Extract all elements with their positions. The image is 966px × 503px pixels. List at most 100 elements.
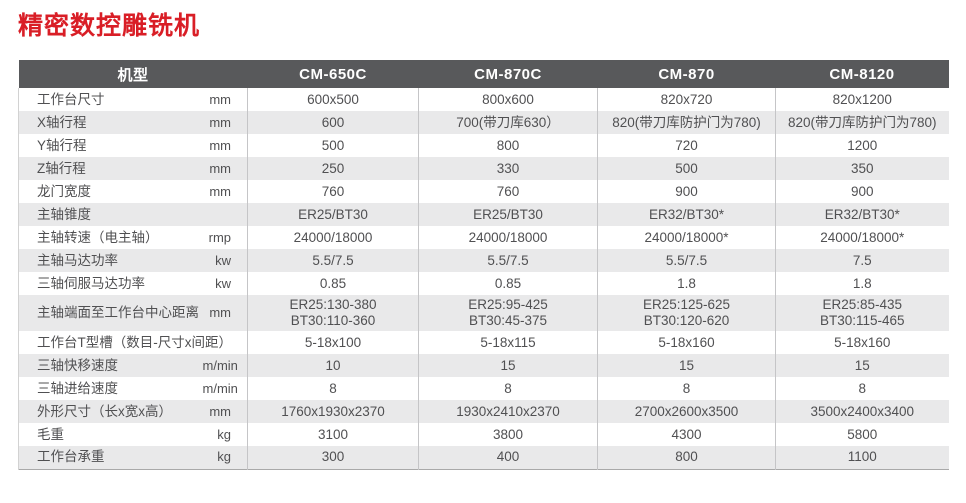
spec-value: 15 <box>597 354 776 377</box>
spec-unit: kg <box>217 449 232 465</box>
spec-value: 800x600 <box>418 88 598 111</box>
spec-value: 15 <box>775 354 949 377</box>
spec-value: 8 <box>775 377 949 400</box>
spec-value: 24000/18000 <box>247 226 419 249</box>
spec-value: 3500x2400x3400 <box>775 400 949 423</box>
spec-value: 1100 <box>775 446 949 469</box>
spec-value: 820x1200 <box>775 88 949 111</box>
spec-label: X轴行程 <box>18 111 203 134</box>
spec-unit: mm <box>209 137 232 153</box>
spec-value: 1.8 <box>775 272 949 295</box>
spec-unit: mm <box>209 114 232 130</box>
spec-row: 主轴转速（电主轴） rmp 24000/18000 24000/18000 24… <box>18 226 949 249</box>
spec-unit: mm <box>209 305 232 320</box>
page: 精密数控雕铣机 机型 CM-650C CM-870C CM-870 CM-812… <box>0 11 966 470</box>
spec-value: 0.85 <box>247 272 419 295</box>
spec-row: 主轴马达功率 kw 5.5/7.5 5.5/7.5 5.5/7.5 7.5 <box>18 249 949 272</box>
spec-label: 主轴锥度 <box>18 203 203 226</box>
spec-value: 24000/18000* <box>597 226 776 249</box>
spec-label: Z轴行程 <box>18 157 203 180</box>
spec-value: 5-18x100 <box>247 331 419 354</box>
spec-value: 5-18x160 <box>775 331 949 354</box>
spec-value: 1930x2410x2370 <box>418 400 598 423</box>
spec-row: 毛重 kg 3100 3800 4300 5800 <box>18 423 949 446</box>
spec-label: 毛重 <box>18 423 203 446</box>
spec-value: 10 <box>247 354 419 377</box>
spec-value: ER25:125-625 BT30:120-620 <box>597 295 776 331</box>
spec-row: 工作台尺寸 mm 600x500 800x600 820x720 820x120… <box>18 88 949 111</box>
spec-row: X轴行程 mm 600 700(带刀库630） 820(带刀库防护门为780) … <box>18 111 949 134</box>
column-header-cm-870c: CM-870C <box>418 60 598 88</box>
spec-value: 15 <box>418 354 598 377</box>
spec-unit: kw <box>215 252 232 268</box>
spec-value: 24000/18000 <box>418 226 598 249</box>
spec-value: 800 <box>418 134 598 157</box>
spec-unit: mm <box>209 160 232 176</box>
spec-row: 工作台承重 kg 300 400 800 1100 <box>18 446 949 469</box>
spec-unit: mm <box>209 183 232 199</box>
column-header-cm-8120: CM-8120 <box>775 60 949 88</box>
spec-value: 5-18x160 <box>597 331 776 354</box>
spec-value: 820(带刀库防护门为780) <box>597 111 776 134</box>
spec-label: 三轴伺服马达功率 <box>18 272 203 295</box>
column-header-model: 机型 <box>18 60 248 88</box>
spec-label: 工作台尺寸 <box>18 88 203 111</box>
spec-value: 760 <box>247 180 419 203</box>
spec-value: 8 <box>597 377 776 400</box>
spec-value: 5-18x115 <box>418 331 598 354</box>
spec-value: 1.8 <box>597 272 776 295</box>
spec-value: 0.85 <box>418 272 598 295</box>
spec-value: ER25:95-425 BT30:45-375 <box>418 295 598 331</box>
column-header-cm-870: CM-870 <box>597 60 776 88</box>
spec-row: 三轴进给速度 m/min 8 8 8 8 <box>18 377 949 400</box>
page-title: 精密数控雕铣机 <box>18 12 201 40</box>
spec-label: 主轴转速（电主轴） <box>18 226 203 249</box>
spec-value: 7.5 <box>775 249 949 272</box>
spec-value: 820(带刀库防护门为780) <box>775 111 949 134</box>
spec-value: 330 <box>418 157 598 180</box>
spec-label: Y轴行程 <box>18 134 203 157</box>
spec-value: 500 <box>247 134 419 157</box>
spec-unit: kw <box>215 275 232 291</box>
table-header-row: 机型 CM-650C CM-870C CM-870 CM-8120 <box>18 60 949 88</box>
spec-unit: mm <box>209 403 232 419</box>
spec-value: 5.5/7.5 <box>247 249 419 272</box>
spec-value: 800 <box>597 446 776 469</box>
spec-value: 2700x2600x3500 <box>597 400 776 423</box>
spec-unit: m/min <box>202 380 238 396</box>
spec-value: ER32/BT30* <box>597 203 776 226</box>
spec-value: ER25:130-380 BT30:110-360 <box>247 295 419 331</box>
spec-value: 760 <box>418 180 598 203</box>
spec-unit: m/min <box>202 357 238 373</box>
spec-unit <box>203 203 248 226</box>
spec-row: 主轴锥度 ER25/BT30 ER25/BT30 ER32/BT30* ER32… <box>18 203 949 226</box>
spec-value: 8 <box>418 377 598 400</box>
spec-value: 3100 <box>247 423 419 446</box>
spec-unit: kg <box>217 426 232 442</box>
spec-value: 1200 <box>775 134 949 157</box>
column-header-cm-650c: CM-650C <box>247 60 419 88</box>
spec-value: 900 <box>775 180 949 203</box>
spec-row: 外形尺寸（长x宽x高） mm 1760x1930x2370 1930x2410x… <box>18 400 949 423</box>
spec-label: 主轴端面至工作台中心距离 <box>18 295 203 331</box>
spec-value: 5.5/7.5 <box>418 249 598 272</box>
spec-value: 5.5/7.5 <box>597 249 776 272</box>
spec-value: ER25/BT30 <box>247 203 419 226</box>
spec-value: 300 <box>247 446 419 469</box>
spec-unit: mm <box>209 91 232 107</box>
spec-table: 机型 CM-650C CM-870C CM-870 CM-8120 工作台尺寸 … <box>18 60 949 470</box>
spec-value: 1760x1930x2370 <box>247 400 419 423</box>
spec-value: 4300 <box>597 423 776 446</box>
spec-label: 工作台承重 <box>18 446 203 469</box>
spec-label: 三轴进给速度 <box>18 377 203 400</box>
spec-value: 500 <box>597 157 776 180</box>
spec-label: 龙门宽度 <box>18 180 203 203</box>
spec-row: Y轴行程 mm 500 800 720 1200 <box>18 134 949 157</box>
spec-value: 600x500 <box>247 88 419 111</box>
spec-row: 主轴端面至工作台中心距离 mm ER25:130-380 BT30:110-36… <box>18 295 949 331</box>
spec-value: 820x720 <box>597 88 776 111</box>
spec-row: 龙门宽度 mm 760 760 900 900 <box>18 180 949 203</box>
spec-value: 3800 <box>418 423 598 446</box>
spec-value: 900 <box>597 180 776 203</box>
spec-value: 250 <box>247 157 419 180</box>
